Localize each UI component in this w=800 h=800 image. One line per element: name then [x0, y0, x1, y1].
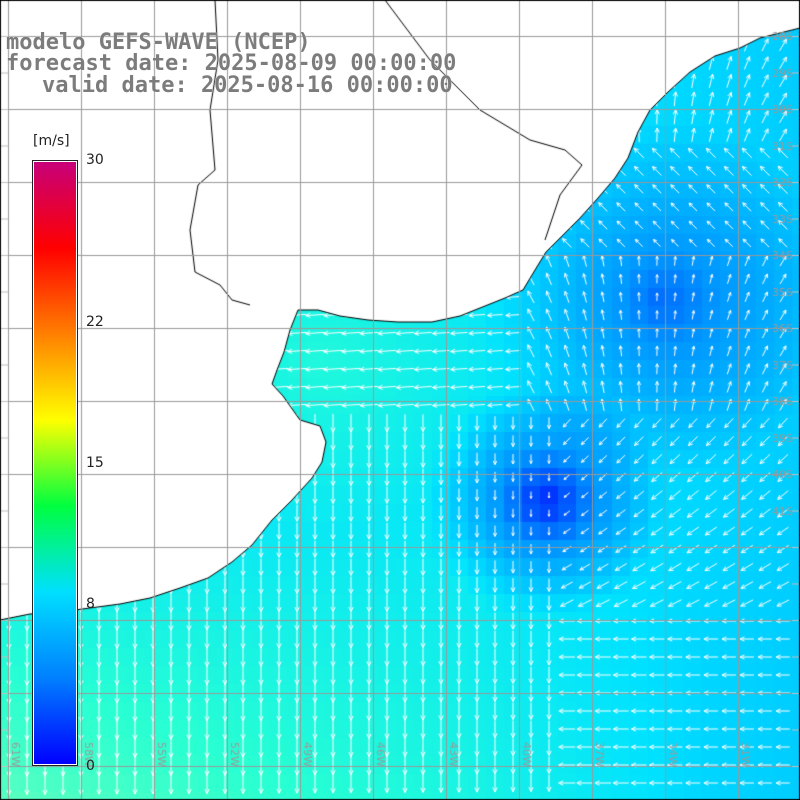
colorbar-unit: [m/s]: [33, 133, 70, 149]
colorbar-tick-label: 0: [86, 758, 95, 774]
colorbar-tick-label: 8: [86, 596, 95, 613]
forecast-date: forecast date: 2025-08-09 00:00:00: [6, 51, 457, 76]
colorbar-gradient: [34, 162, 76, 764]
model-title: modelo GEFS-WAVE (NCEP): [6, 30, 311, 55]
colorbar-tick-label: 15: [86, 455, 104, 471]
colorbar: [32, 160, 78, 766]
colorbar-tick-label: 22: [86, 313, 104, 330]
colorbar-tick-label: 30: [86, 152, 104, 168]
valid-date: valid date: 2025-08-16 00:00:00: [42, 73, 453, 98]
